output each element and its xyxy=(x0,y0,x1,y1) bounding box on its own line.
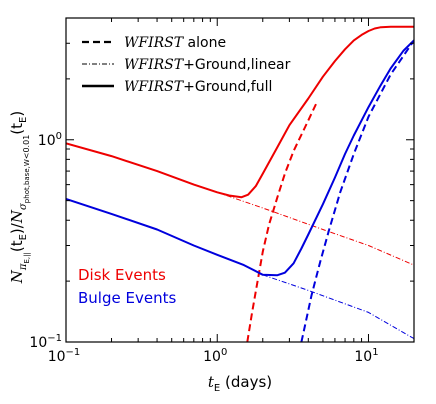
series-disk-dashdot xyxy=(217,191,414,266)
series-disk-solid xyxy=(66,25,414,199)
legend-label-linear: WFIRST+Ground,linear xyxy=(124,57,291,73)
series-layer xyxy=(66,25,414,342)
legend-label-alone: WFIRST alone xyxy=(124,35,226,51)
x-tick-label: 101 xyxy=(354,347,378,365)
x-axis-label: tE (days) xyxy=(208,373,272,394)
y-axis-label: NπE,||(tE)/Nσphot,base,W<0.01(tE) xyxy=(8,111,31,284)
labels-layer: 10−1 100 101 10−1 100 xyxy=(29,131,378,365)
x-tick-label: 10−1 xyxy=(48,347,81,365)
legend: WFIRST alone WFIRST+Ground,linear WFIRST… xyxy=(82,35,291,95)
y-tick-label: 100 xyxy=(38,131,62,149)
x-tick-label: 100 xyxy=(203,347,227,365)
legend-label-full: WFIRST+Ground,full xyxy=(124,79,272,95)
series-disk-dashed xyxy=(246,103,317,342)
annotation-disk-events: Disk Events xyxy=(78,266,166,284)
y-tick-label: 10−1 xyxy=(29,333,62,351)
series-bulge-dashed xyxy=(300,39,414,342)
plot-frame xyxy=(65,17,415,343)
series-bulge-dashdot xyxy=(262,274,414,340)
annotation-bulge-events: Bulge Events xyxy=(78,289,176,307)
series-bulge-solid xyxy=(66,39,414,277)
ticks-layer xyxy=(65,17,415,343)
